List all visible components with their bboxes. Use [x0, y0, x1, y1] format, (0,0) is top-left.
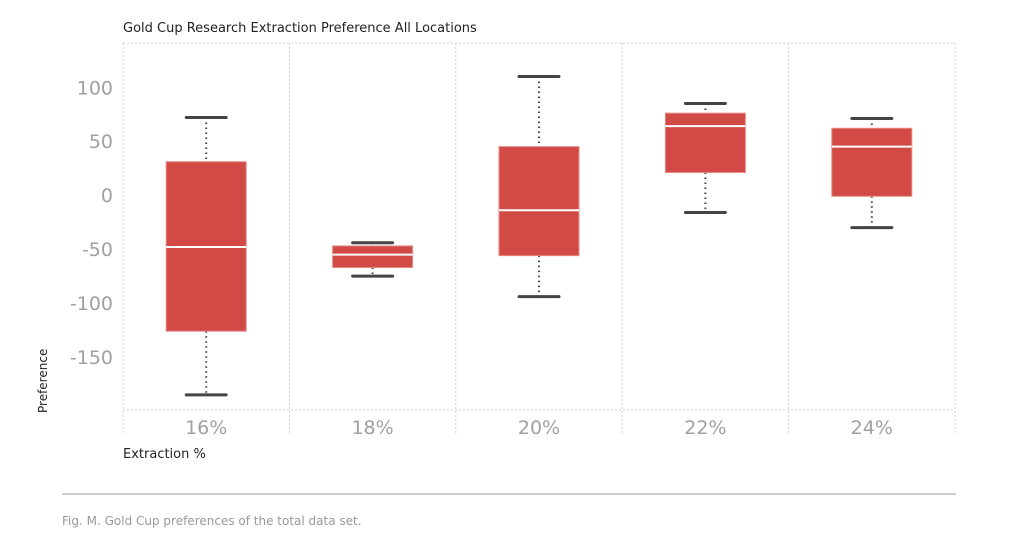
- figure-caption: Fig. M. Gold Cup preferences of the tota…: [62, 514, 362, 528]
- x-tick-label: 18%: [351, 417, 393, 439]
- divider: [62, 493, 956, 495]
- box: [664, 112, 746, 174]
- x-tick-label: 20%: [518, 417, 560, 439]
- x-tick-label: 16%: [185, 417, 227, 439]
- y-tick-label: 50: [89, 131, 113, 153]
- y-tick-label: -50: [82, 239, 113, 261]
- x-tick-label: 22%: [684, 417, 726, 439]
- x-tick-label: 24%: [851, 417, 893, 439]
- y-axis-label: Preference: [36, 348, 50, 413]
- box: [498, 146, 580, 257]
- chart-title: Gold Cup Research Extraction Preference …: [123, 21, 477, 36]
- box: [332, 245, 414, 269]
- y-tick-label: -150: [70, 347, 113, 369]
- y-tick-label: 100: [77, 77, 113, 99]
- y-tick-label: -100: [70, 293, 113, 315]
- x-axis-label: Extraction %: [123, 447, 206, 462]
- y-tick-label: 0: [101, 185, 113, 207]
- box: [831, 127, 913, 197]
